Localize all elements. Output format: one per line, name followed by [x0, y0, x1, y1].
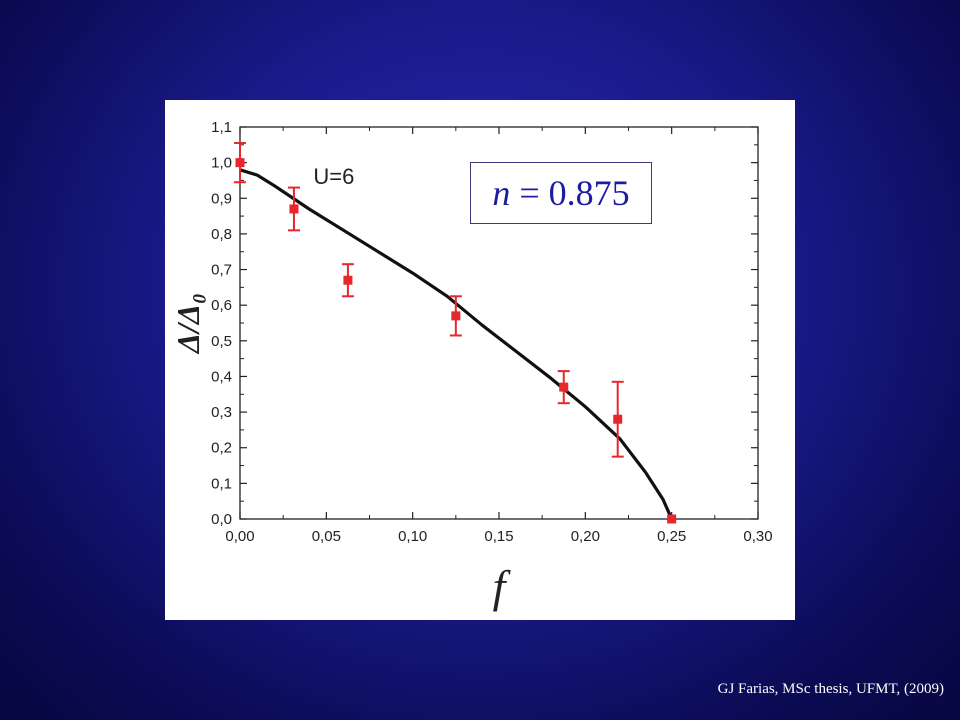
y-tick-label: 0,5: [211, 333, 232, 350]
x-tick-label: 0,20: [571, 528, 600, 545]
y-tick-label: 1,0: [211, 155, 232, 172]
x-tick-label: 0,15: [484, 528, 513, 545]
x-tick-label: 0,25: [657, 528, 686, 545]
data-point: [667, 514, 677, 524]
parameter-annotation-box: n = 0.875: [470, 162, 652, 224]
y-axis-label: Δ/Δ₀: [170, 293, 206, 355]
y-tick-label: 0,2: [211, 440, 232, 457]
data-point: [559, 382, 569, 392]
y-tick-label: 0,4: [211, 368, 232, 385]
y-tick-label: 0,1: [211, 475, 232, 492]
data-point: [451, 311, 461, 321]
x-tick-label: 0,10: [398, 528, 427, 545]
fit-curve: [239, 168, 674, 520]
y-tick-label: 0,6: [211, 297, 232, 314]
chart: 0,00 0,05 0,10 0,15 0,20 0,25 0,30 0,0 0,1 0,2 0,3…: [170, 119, 773, 612]
x-tick-label: 0,00: [225, 528, 254, 545]
y-tick-label: 0,3: [211, 404, 232, 421]
y-tick-label: 0,0: [211, 511, 232, 528]
y-tick-label: 0,7: [211, 262, 232, 279]
y-tick-label: 1,1: [211, 119, 232, 136]
y-tick-label: 0,9: [211, 190, 232, 207]
y-tick-label: 0,8: [211, 226, 232, 243]
annotation-variable: n: [492, 173, 511, 213]
annotation-value: = 0.875: [510, 173, 630, 213]
data-point: [235, 158, 245, 168]
x-tick-label: 0,05: [312, 528, 341, 545]
citation-text: GJ Farias, MSc thesis, UFMT, (2009): [717, 681, 944, 697]
chart-annotation-u: U=6: [313, 164, 354, 189]
data-point: [343, 275, 353, 285]
x-tick-label: 0,30: [743, 528, 772, 545]
x-axis-label: f: [493, 561, 512, 612]
data-point: [613, 414, 623, 424]
data-point: [289, 204, 299, 214]
